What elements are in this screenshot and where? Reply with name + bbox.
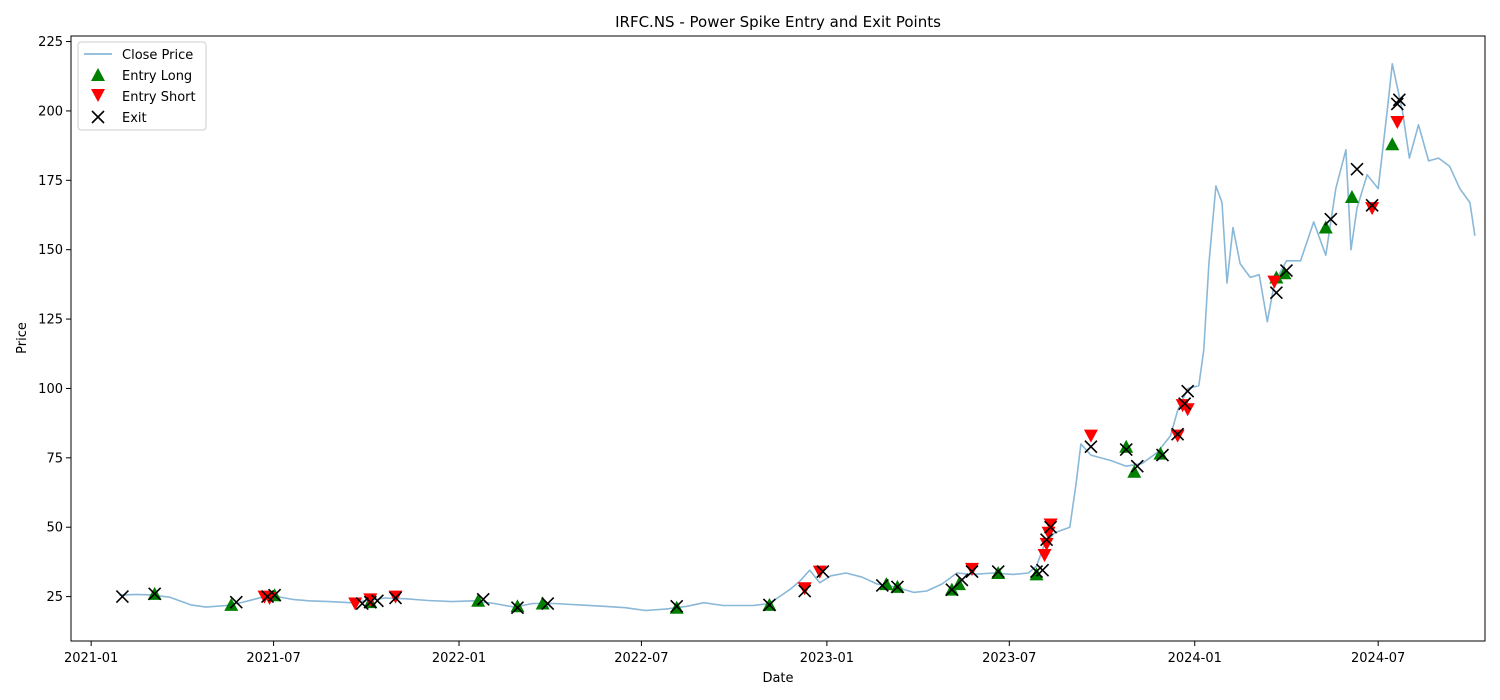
exit-marker [115, 590, 129, 604]
legend-exit-label: Exit [122, 111, 147, 126]
exit-marker [1155, 448, 1170, 462]
exit-marker [541, 596, 555, 611]
x-tick-label: 2024-01 [1168, 651, 1222, 666]
entry-short-marker [965, 562, 980, 576]
y-tick-label: 150 [38, 243, 63, 258]
exit-marker [1365, 198, 1379, 212]
entry-long-marker [1344, 189, 1359, 203]
x-tick-label: 2023-01 [800, 651, 854, 666]
entry-short-marker [1170, 429, 1185, 443]
exit-marker [1171, 427, 1185, 441]
entry-short-marker [1037, 548, 1052, 562]
exit-marker [1392, 93, 1406, 107]
y-tick-label: 75 [46, 451, 63, 466]
exit-marker [370, 594, 384, 608]
x-axis-label: Date [762, 671, 793, 686]
x-axis: 2021-01 2021-07 2022-01 2022-07 2023-01 2023-… [64, 641, 1405, 666]
legend: Close Price Entry Long Entry Short Exit [77, 41, 207, 131]
entry-short-marker [1039, 537, 1054, 551]
legend-close-price-label: Close Price [122, 48, 193, 63]
exit-marker [1269, 286, 1283, 300]
entry-short-marker [1180, 403, 1195, 417]
exit-marker [388, 591, 403, 605]
exit-marker [890, 580, 904, 594]
exit-marker [148, 587, 162, 601]
exit-marker [1350, 162, 1364, 176]
entry-long-marker [224, 597, 239, 611]
exit-marker [1130, 459, 1144, 473]
exit-marker [816, 565, 830, 579]
exit-marker [1084, 440, 1098, 454]
exit-marker [229, 595, 243, 609]
close-price-line [119, 63, 1476, 612]
entry-long-marker [471, 593, 486, 607]
entry-short-marker [1365, 202, 1380, 216]
legend-entry-long-label: Entry Long [122, 69, 192, 84]
exit-marker [1324, 212, 1338, 226]
exit-marker [1035, 563, 1050, 577]
exit-marker [875, 578, 889, 593]
exit-marker [268, 588, 282, 602]
exit-marker [1178, 397, 1192, 411]
exit-marker [510, 601, 525, 615]
entry-short-marker [1083, 429, 1098, 443]
exit-marker [1119, 442, 1133, 457]
legend-entry-short-swatch [91, 89, 105, 102]
exit-marker [1044, 520, 1058, 534]
y-axis: 25 50 75 100 125 150 175 200 225 [38, 35, 71, 605]
entry-long-marker [1385, 137, 1400, 151]
legend-entry-short-label: Entry Short [122, 90, 196, 105]
entry-short-marker [1043, 518, 1058, 532]
plot-area [115, 63, 1476, 615]
exit-marker [798, 584, 812, 598]
entry-short-marker [1267, 275, 1282, 289]
entry-short-marker [797, 582, 812, 596]
entry-short-marker [1390, 116, 1405, 130]
x-tick-label: 2024-07 [1351, 651, 1405, 666]
x-tick-label: 2023-07 [982, 651, 1036, 666]
legend-entry-long-swatch [91, 68, 105, 81]
exit-marker [991, 565, 1005, 579]
exit-marker [1390, 97, 1404, 111]
exit-marker [1279, 263, 1294, 278]
exit-marker [1181, 384, 1195, 398]
y-axis-label: Price [15, 322, 30, 354]
x-tick-label: 2021-07 [246, 651, 300, 666]
entry-long-marker [1318, 220, 1333, 234]
y-tick-label: 100 [38, 382, 63, 397]
entry-long-marker [1127, 464, 1142, 478]
y-tick-label: 50 [46, 521, 63, 536]
y-tick-label: 25 [46, 590, 63, 605]
x-tick-label: 2022-07 [614, 651, 668, 666]
legend-box [77, 41, 207, 131]
y-tick-label: 225 [38, 35, 63, 50]
exit-marker [955, 573, 969, 587]
legend-exit-swatch [91, 110, 105, 124]
x-tick-label: 2021-01 [64, 651, 118, 666]
entry-short-marker [812, 565, 827, 579]
entry-short-marker [1041, 526, 1056, 540]
y-tick-label: 200 [38, 104, 63, 119]
entry-long-marker [1119, 439, 1134, 453]
plot-frame [70, 35, 1486, 642]
y-tick-label: 125 [38, 313, 63, 328]
chart-title: IRFC.NS - Power Spike Entry and Exit Poi… [615, 13, 941, 31]
exit-marker [762, 598, 776, 612]
exit-marker [1040, 533, 1054, 547]
entry-long-marker [510, 599, 525, 613]
x-tick-label: 2022-01 [432, 651, 486, 666]
entry-long-marker [1029, 567, 1044, 581]
entry-long-marker [535, 596, 550, 610]
exit-marker [355, 596, 369, 611]
exit-marker [965, 565, 979, 579]
exit-marker [670, 599, 684, 613]
exit-marker [476, 592, 490, 606]
y-tick-label: 175 [38, 174, 63, 189]
